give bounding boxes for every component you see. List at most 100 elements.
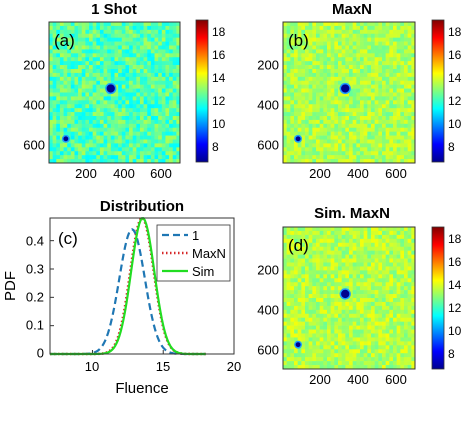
heatmap-cell [407, 65, 412, 70]
heatmap-cell [382, 258, 386, 263]
heatmap-cell [52, 108, 57, 113]
heatmap-cell [305, 61, 309, 66]
heatmap-cell [345, 266, 350, 271]
heatmap-cell [172, 84, 177, 89]
heatmap-cell [63, 88, 68, 93]
heatmap-cell [143, 49, 148, 54]
heatmap-cell [385, 25, 390, 31]
heatmap-cell [316, 270, 320, 275]
heatmap-cell [338, 266, 342, 271]
heatmap-cell [308, 274, 313, 279]
heatmap-cell [92, 37, 97, 42]
heatmap-cell [74, 72, 79, 78]
heatmap-cell [297, 294, 302, 299]
heatmap-cell [305, 357, 309, 362]
heatmap-cell [407, 238, 412, 244]
heatmap-cell [301, 65, 306, 70]
heatmap-cell [169, 123, 174, 129]
heatmap-cell [110, 143, 115, 148]
heatmap-cell [327, 25, 331, 31]
heatmap-cell [308, 254, 313, 259]
heatmap-cell [393, 147, 397, 152]
heatmap-cell [305, 25, 309, 31]
heatmap-cell [297, 57, 302, 62]
heatmap-cell [169, 65, 174, 70]
heatmap-cell [349, 317, 353, 322]
heatmap-cell [63, 37, 68, 42]
heatmap-cell [371, 353, 375, 358]
heatmap-cell [367, 29, 372, 35]
heatmap-cell [305, 230, 309, 236]
heatmap-cell [154, 65, 159, 70]
heatmap-cell [301, 25, 306, 31]
heatmap-cell [400, 92, 405, 97]
heatmap-cell [345, 301, 350, 307]
heatmap-cell [85, 155, 90, 160]
heatmap-cell [283, 37, 287, 42]
heatmap-cell [290, 325, 295, 330]
heatmap-cell [294, 65, 298, 70]
heatmap-cell [338, 246, 342, 251]
heatmap-cell [385, 45, 390, 50]
heatmap-cell [363, 262, 368, 267]
heatmap-cell [345, 22, 350, 27]
heatmap-cell [176, 159, 181, 164]
heatmap-cell [356, 33, 361, 38]
heatmap-cell [294, 234, 298, 240]
heatmap-cell [81, 108, 86, 113]
heatmap-cell [85, 53, 90, 58]
heatmap-cell [92, 29, 97, 35]
heatmap-cell [352, 116, 357, 121]
heatmap-cell [330, 100, 335, 105]
heatmap-cell [161, 57, 166, 62]
heatmap-cell [349, 349, 353, 354]
panel-d-cbar-tick: 16 [448, 255, 462, 269]
heatmap-cell [411, 147, 416, 152]
heatmap-cell [290, 143, 295, 148]
heatmap-cell [330, 227, 335, 232]
heatmap-cell [341, 119, 346, 125]
heatmap-cell [400, 305, 405, 311]
heatmap-cell [360, 294, 364, 299]
heatmap-cell [85, 108, 90, 113]
heatmap-cell [400, 65, 405, 70]
heatmap-cell [341, 361, 346, 366]
heatmap-cell [360, 72, 364, 78]
heatmap-cell [132, 45, 137, 50]
heatmap-cell [161, 127, 166, 132]
heatmap-cell [85, 72, 90, 78]
heatmap-cell [56, 135, 61, 140]
panel-b-image [283, 22, 416, 164]
heatmap-cell [305, 57, 309, 62]
heatmap-cell [404, 290, 408, 295]
heatmap-cell [121, 131, 126, 136]
heatmap-cell [411, 119, 416, 125]
spot-marker [63, 136, 69, 142]
heatmap-cell [308, 349, 313, 354]
heatmap-cell [338, 325, 342, 330]
heatmap-cell [59, 159, 64, 164]
heatmap-cell [290, 365, 295, 370]
heatmap-cell [286, 88, 291, 93]
heatmap-cell [56, 123, 61, 129]
heatmap-cell [374, 61, 379, 66]
heatmap-cell [352, 25, 357, 31]
heatmap-cell [404, 246, 408, 251]
heatmap-cell [294, 317, 298, 322]
heatmap-cell [290, 357, 295, 362]
heatmap-cell [411, 37, 416, 42]
heatmap-cell [172, 41, 177, 46]
heatmap-cell [110, 29, 115, 35]
heatmap-cell [283, 246, 287, 251]
heatmap-cell [308, 88, 313, 93]
heatmap-cell [374, 96, 379, 101]
heatmap-cell [125, 127, 130, 132]
heatmap-cell [396, 242, 401, 248]
heatmap-cell [334, 116, 339, 121]
heatmap-cell [107, 100, 112, 105]
heatmap-cell [103, 65, 108, 70]
heatmap-cell [407, 298, 412, 303]
heatmap-cell [338, 286, 342, 291]
heatmap-cell [312, 230, 317, 236]
heatmap-cell [103, 72, 108, 78]
